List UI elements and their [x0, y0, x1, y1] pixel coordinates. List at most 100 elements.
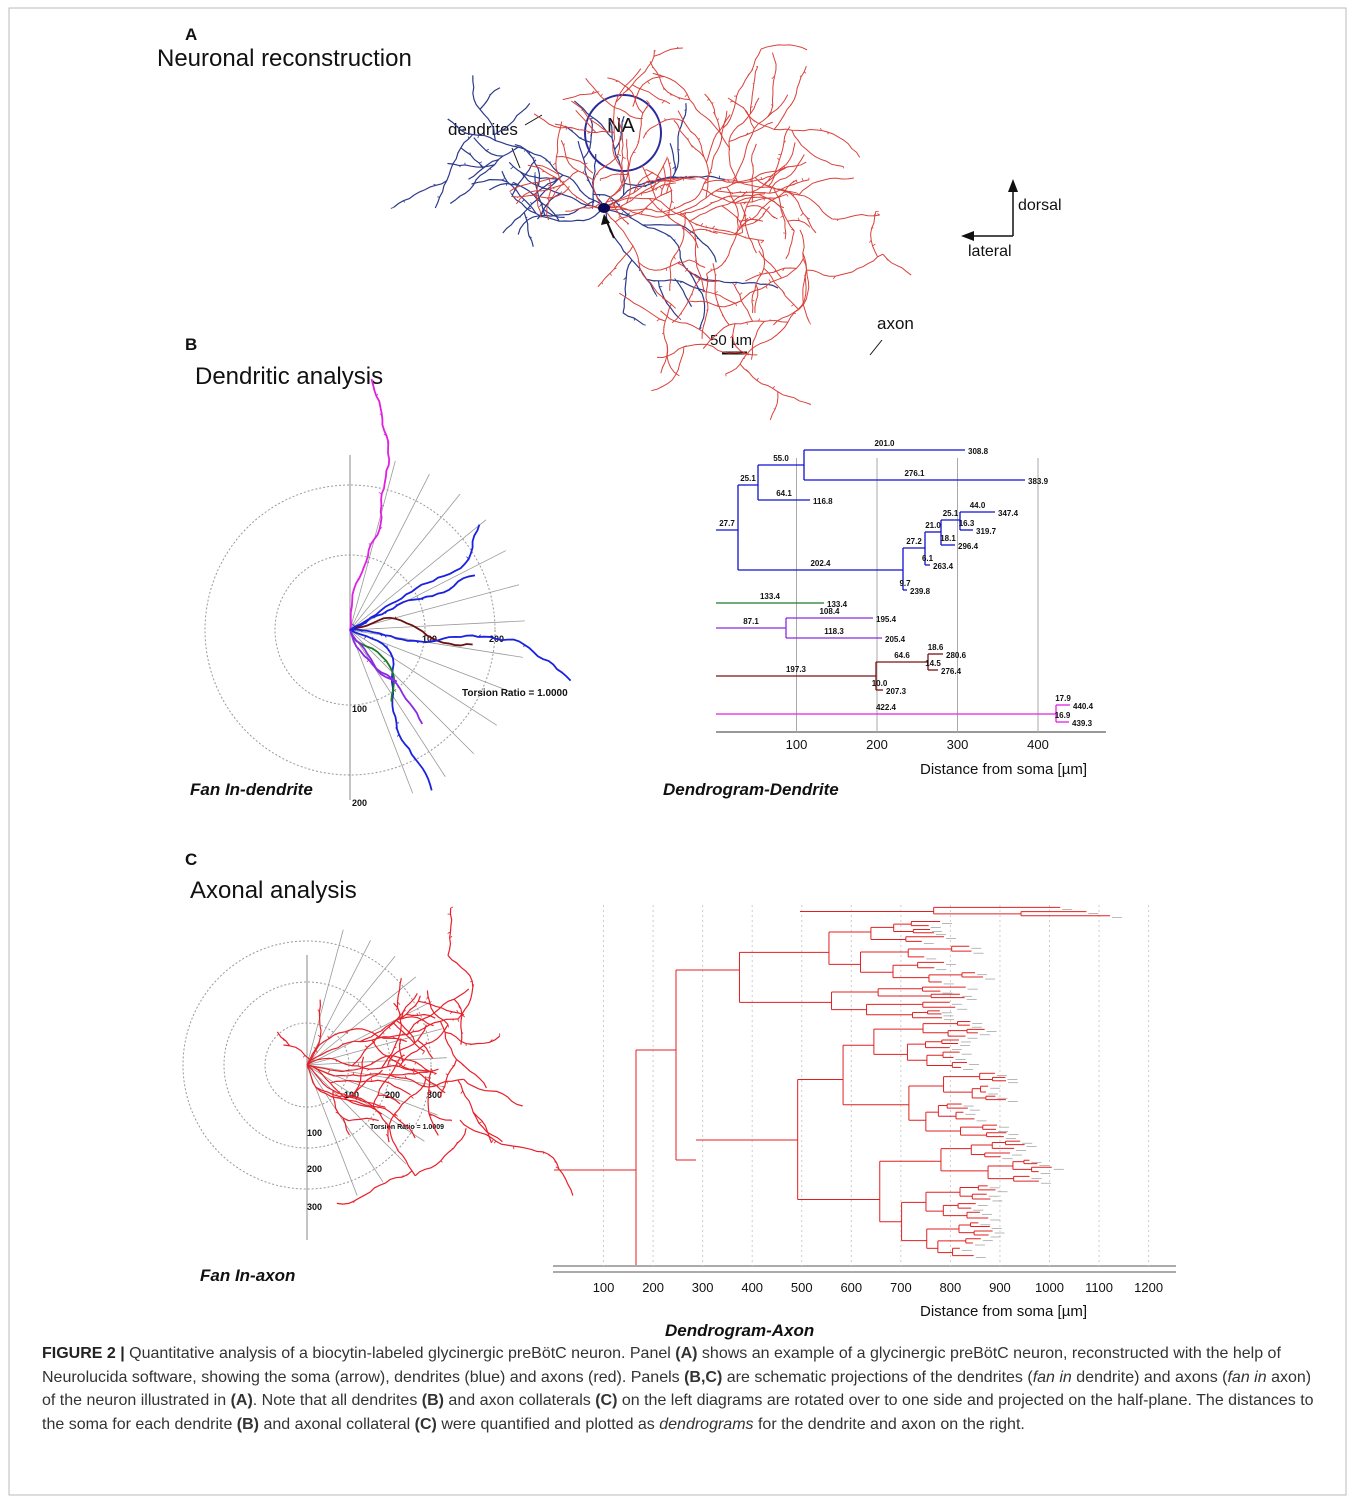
caption-text: for the dendrite and axon on the right. — [754, 1416, 1025, 1433]
branch-tip: 205.4 — [885, 635, 906, 644]
caption-text: fan in — [1033, 1369, 1072, 1386]
neurite — [765, 142, 795, 184]
neurite — [556, 157, 592, 174]
x-tick-label: 800 — [940, 1280, 962, 1295]
neurite — [348, 1118, 378, 1120]
branch-length: 6.1 — [922, 554, 934, 563]
neurite — [448, 955, 473, 1019]
neurite — [400, 1017, 434, 1026]
branch-tip: 239.8 — [910, 587, 931, 596]
neurite — [643, 119, 683, 138]
neurite — [832, 215, 879, 220]
x-tick-label: 300 — [947, 737, 969, 752]
ring-label: 100 — [307, 1128, 322, 1138]
ring-label: 300 — [307, 1202, 322, 1212]
branch-length: 44.0 — [970, 501, 986, 510]
spine — [656, 295, 657, 297]
x-tick-label: 1200 — [1134, 1280, 1163, 1295]
branch-length: 25.1 — [740, 474, 756, 483]
branch-tip: 308.8 — [968, 447, 989, 456]
neurite — [758, 194, 794, 231]
branch-length: 422.4 — [876, 703, 897, 712]
ray — [307, 930, 343, 1065]
neurite — [752, 240, 765, 313]
branch-length: 27.2 — [906, 537, 922, 546]
axon-label: axon — [877, 314, 914, 333]
dendrogram-caption: Dendrogram-Dendrite — [663, 780, 839, 799]
branch-length: 18.6 — [928, 643, 944, 652]
neurite — [448, 908, 452, 955]
spine — [809, 227, 810, 228]
neurite — [474, 138, 503, 157]
torsion-ratio: Torsion Ratio = 1.0009 — [370, 1124, 444, 1131]
neurite — [807, 254, 883, 276]
neurite — [676, 281, 691, 307]
caption-text: Quantitative analysis of a biocytin-labe… — [125, 1345, 676, 1362]
neurite — [646, 170, 708, 182]
neurite — [751, 321, 764, 359]
ray — [307, 1065, 406, 1164]
neurite — [388, 1079, 426, 1142]
caption-text: dendrite) and axons ( — [1072, 1369, 1228, 1386]
neurite — [773, 253, 806, 325]
caption-text: and axon collaterals — [444, 1392, 595, 1409]
x-axis-label: Distance from soma [µm] — [920, 761, 1087, 778]
neurite — [350, 575, 475, 630]
neurite — [623, 260, 632, 313]
branch-length: 202.4 — [810, 559, 831, 568]
neurite — [690, 301, 741, 307]
lateral-label: lateral — [968, 243, 1012, 260]
caption-text: (C) — [415, 1416, 437, 1433]
neurite — [764, 268, 798, 309]
panel-title: Axonal analysis — [190, 877, 357, 904]
branch-length: 27.7 — [719, 519, 735, 528]
ray — [350, 630, 474, 754]
panel-letter: B — [185, 335, 197, 354]
neurite — [803, 270, 810, 322]
fan-caption: Fan In-dendrite — [190, 780, 313, 799]
branch-tip: 439.3 — [1072, 719, 1093, 728]
neurite — [450, 147, 518, 203]
neurite — [673, 103, 687, 177]
neurite — [785, 191, 816, 233]
neurite — [654, 48, 683, 56]
ring-label: 100 — [352, 704, 367, 714]
neurite — [464, 1079, 523, 1106]
branch-tip: 280.6 — [946, 651, 967, 660]
x-tick-label: 100 — [593, 1280, 615, 1295]
neurite — [650, 61, 690, 99]
neurite — [337, 1171, 412, 1204]
neurite — [454, 999, 462, 1044]
spine — [647, 81, 649, 84]
branch-tip: 207.3 — [886, 687, 907, 696]
branch-length: 21.0 — [925, 521, 941, 530]
neurite — [445, 1032, 500, 1044]
neurite — [732, 95, 788, 185]
neurite — [774, 66, 806, 129]
branch-tip: 116.8 — [813, 497, 833, 506]
neurite — [788, 220, 810, 226]
branch-length: 14.5 — [925, 659, 941, 668]
compass-arrow — [1008, 179, 1018, 192]
caption-text: (C) — [595, 1392, 617, 1409]
spine — [391, 207, 394, 208]
caption-text: were quantified and plotted as — [437, 1416, 659, 1433]
x-tick-label: 100 — [786, 737, 808, 752]
soma — [598, 203, 610, 213]
spine — [678, 317, 681, 319]
neurite — [460, 1120, 573, 1196]
neurite — [415, 1128, 466, 1176]
neurite — [277, 1032, 289, 1046]
neurite — [740, 203, 756, 253]
branch-length: 197.3 — [786, 665, 807, 674]
neurite — [468, 160, 498, 180]
neurite — [745, 110, 860, 157]
branch-tip: 347.4 — [998, 509, 1019, 518]
x-tick-label: 1000 — [1035, 1280, 1064, 1295]
caption-text: (B) — [237, 1416, 259, 1433]
pointer — [525, 115, 542, 125]
x-axis-label: Distance from soma [µm] — [920, 1303, 1087, 1320]
x-tick-label: 400 — [741, 1280, 763, 1295]
torsion-ratio: Torsion Ratio = 1.0000 — [462, 688, 568, 699]
ray — [350, 585, 519, 630]
